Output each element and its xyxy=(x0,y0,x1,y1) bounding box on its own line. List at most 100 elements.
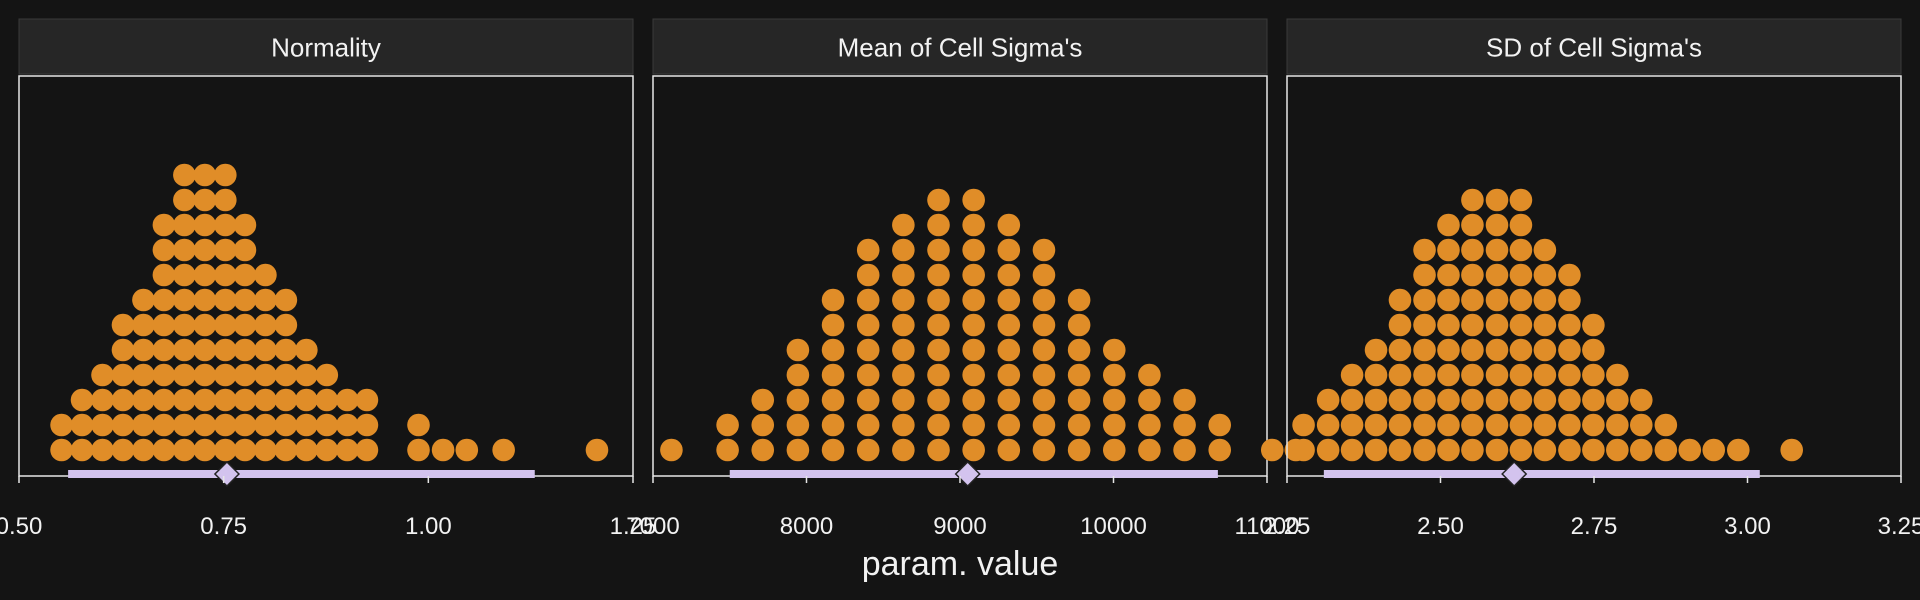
dot xyxy=(892,288,915,312)
dot xyxy=(1413,288,1436,312)
x-tick-label: 8000 xyxy=(780,513,833,540)
x-tick-label: 2.25 xyxy=(1264,513,1311,540)
dot xyxy=(1340,363,1364,387)
dot xyxy=(111,438,135,462)
dot xyxy=(997,263,1021,287)
dot xyxy=(997,213,1021,237)
dot xyxy=(254,388,277,412)
dot xyxy=(1558,388,1581,412)
dot xyxy=(214,213,237,237)
dot xyxy=(1388,288,1412,312)
panel-1: Normality 0.50 0.75 1.00 1.25 xyxy=(0,18,656,540)
dot xyxy=(1533,388,1557,412)
dot xyxy=(892,263,915,287)
dot xyxy=(50,438,73,462)
dot xyxy=(962,188,985,212)
dot xyxy=(111,313,135,337)
dot xyxy=(786,338,810,362)
dot xyxy=(233,388,257,412)
dot xyxy=(1032,238,1056,262)
dot xyxy=(295,388,318,412)
dot xyxy=(1485,288,1509,312)
dot xyxy=(1461,438,1484,462)
dot xyxy=(1558,413,1581,437)
dot xyxy=(214,438,237,462)
dot xyxy=(274,288,298,312)
dot xyxy=(1606,363,1629,387)
dot xyxy=(1138,413,1161,437)
dot xyxy=(1485,313,1509,337)
dot xyxy=(585,438,609,462)
dot xyxy=(1032,413,1056,437)
dot xyxy=(152,213,176,237)
dot xyxy=(1582,363,1605,387)
dot xyxy=(892,388,915,412)
dot xyxy=(1032,338,1056,362)
x-tick-label: 0.75 xyxy=(200,513,247,540)
dot xyxy=(1629,388,1653,412)
dot xyxy=(173,213,196,237)
dot xyxy=(1173,388,1196,412)
credible-interval-bar xyxy=(1323,470,1760,478)
dot xyxy=(1533,438,1557,462)
point-estimate-diamond xyxy=(954,460,981,488)
dot xyxy=(892,238,915,262)
dot xyxy=(254,263,277,287)
dot xyxy=(233,413,257,437)
dot xyxy=(1654,413,1678,437)
dot xyxy=(1533,263,1557,287)
dot xyxy=(214,163,237,187)
dot xyxy=(786,388,810,412)
dot xyxy=(1388,413,1412,437)
dot xyxy=(821,288,845,312)
dot xyxy=(173,438,196,462)
dot xyxy=(193,238,217,262)
dot xyxy=(962,238,985,262)
dot xyxy=(1388,388,1412,412)
x-tick-label: 1.00 xyxy=(405,513,452,540)
dot xyxy=(1437,213,1460,237)
facet-title: Normality xyxy=(271,33,381,63)
dot xyxy=(1485,238,1509,262)
dot xyxy=(1629,413,1653,437)
dot xyxy=(1485,413,1509,437)
dot xyxy=(1461,338,1484,362)
dot xyxy=(193,388,217,412)
dot xyxy=(173,263,196,287)
dot xyxy=(892,438,915,462)
dot xyxy=(1509,263,1533,287)
x-tick-label: 3.25 xyxy=(1878,513,1920,540)
dot xyxy=(1558,313,1581,337)
dot xyxy=(1533,363,1557,387)
dot xyxy=(274,313,298,337)
facet-strip xyxy=(652,18,1268,75)
dot xyxy=(821,438,845,462)
dot xyxy=(997,413,1021,437)
dot xyxy=(927,438,950,462)
dot xyxy=(233,238,257,262)
dot xyxy=(821,413,845,437)
dot xyxy=(1437,238,1460,262)
dot xyxy=(152,363,176,387)
dot xyxy=(1582,313,1605,337)
dot xyxy=(1102,388,1126,412)
dot xyxy=(1292,438,1315,462)
dot xyxy=(1340,438,1364,462)
dot xyxy=(1558,438,1581,462)
dot xyxy=(1067,338,1091,362)
dot xyxy=(1461,363,1484,387)
dot xyxy=(1485,338,1509,362)
dot xyxy=(927,188,950,212)
x-tick-label: 2.75 xyxy=(1571,513,1618,540)
dot xyxy=(1533,238,1557,262)
dot xyxy=(1654,438,1678,462)
dot xyxy=(1260,438,1284,462)
dot xyxy=(1067,363,1091,387)
dot xyxy=(1102,338,1126,362)
dot xyxy=(1316,388,1340,412)
dot xyxy=(152,388,176,412)
dot xyxy=(962,363,985,387)
